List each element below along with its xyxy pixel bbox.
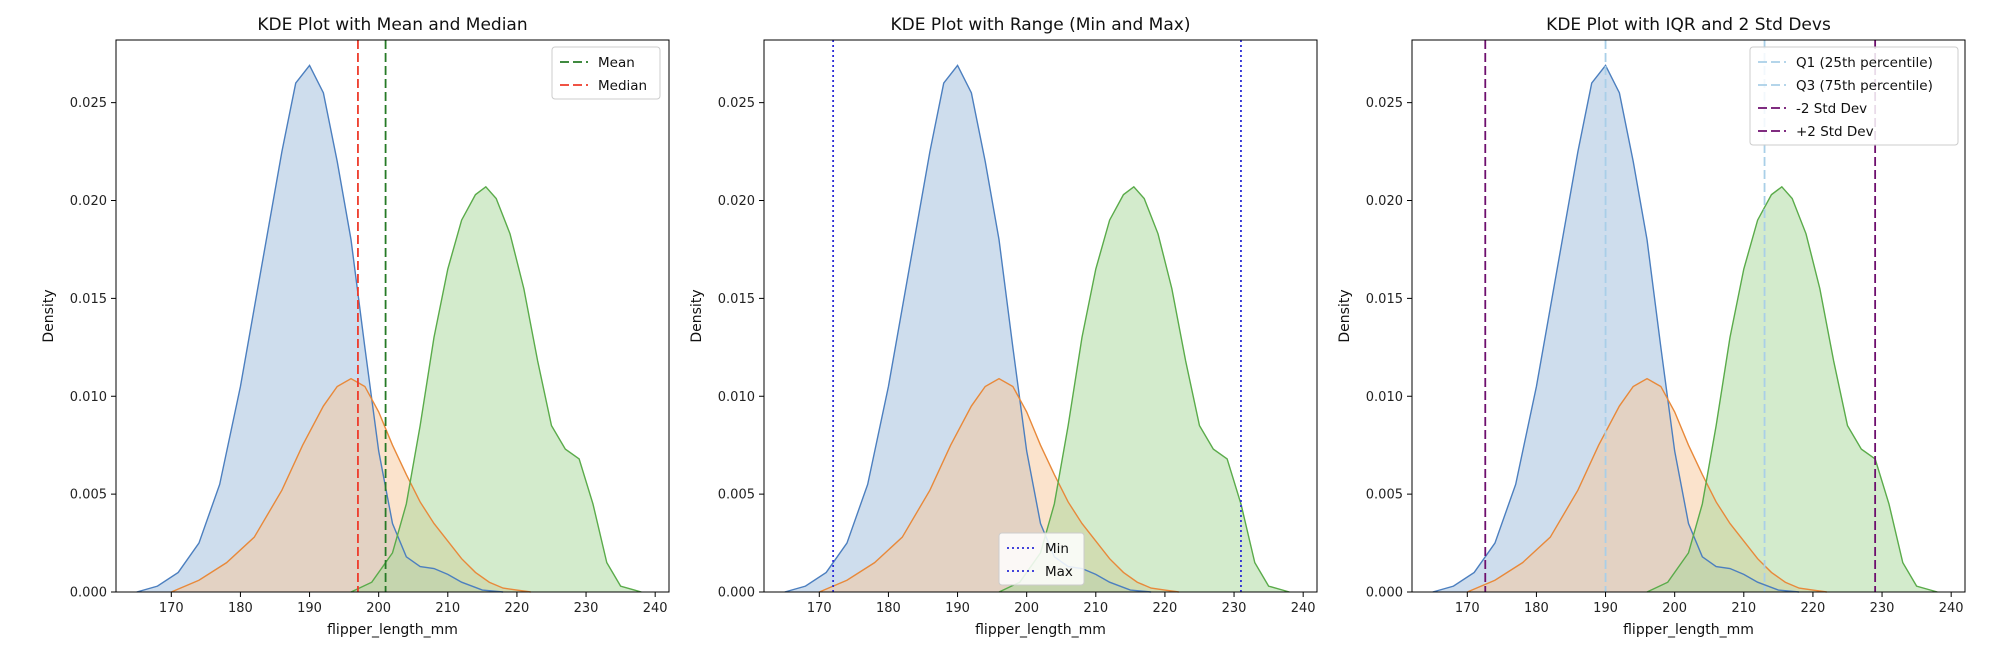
x-tick-label: 210 (1731, 601, 1756, 616)
kde-line-1 (784, 64, 1152, 593)
x-tick-label: 190 (1593, 601, 1618, 616)
y-axis-label: Density (1337, 289, 1353, 342)
x-tick-label: 180 (1524, 601, 1549, 616)
kde-area-1 (136, 65, 504, 592)
kde-area-1 (784, 65, 1152, 592)
x-tick-label: 220 (505, 601, 530, 616)
y-tick-label: 0.020 (70, 194, 107, 209)
x-tick-label: 240 (1291, 601, 1316, 616)
legend-box (551, 46, 661, 100)
y-tick-label: 0.015 (1366, 292, 1403, 307)
x-tick-label: 220 (1153, 601, 1178, 616)
y-axis-label: Density (41, 289, 57, 342)
x-tick-label: 170 (159, 601, 184, 616)
y-tick-label: 0.020 (1366, 194, 1403, 209)
x-tick-label: 190 (945, 601, 970, 616)
x-tick-label: 210 (435, 601, 460, 616)
legend-label: Median (598, 78, 647, 94)
kde-line-2 (1467, 377, 1827, 593)
legend-label: +2 Std Dev (1796, 124, 1874, 140)
y-tick-label: 0.005 (70, 488, 107, 503)
x-tick-label: 170 (807, 601, 832, 616)
y-tick-label: 0.015 (70, 292, 107, 307)
kde-line-1 (1432, 64, 1800, 593)
y-tick-label: 0.025 (1366, 96, 1403, 111)
chart-title: KDE Plot with Mean and Median (257, 15, 527, 35)
x-tick-label: 230 (1222, 601, 1247, 616)
x-tick-label: 200 (1014, 601, 1039, 616)
legend-label: Q3 (75th percentile) (1796, 78, 1933, 94)
y-tick-label: 0.000 (718, 586, 755, 601)
axes-frame (1411, 39, 1966, 593)
legend-label: Q1 (25th percentile) (1796, 55, 1933, 71)
axes-frame (763, 39, 1318, 593)
kde-line-2 (171, 377, 531, 593)
kde-line-3 (350, 185, 642, 593)
kde-area-3 (999, 186, 1290, 592)
y-tick-label: 0.005 (1366, 488, 1403, 503)
x-tick-label: 240 (1939, 601, 1964, 616)
x-axis-label: flipper_length_mm (327, 622, 458, 638)
y-tick-label: 0.000 (1366, 586, 1403, 601)
y-tick-label: 0.025 (70, 96, 107, 111)
x-tick-label: 200 (366, 601, 391, 616)
x-tick-label: 230 (574, 601, 599, 616)
chart-title: KDE Plot with IQR and 2 Std Devs (1546, 15, 1831, 35)
legend-label: -2 Std Dev (1796, 101, 1867, 117)
y-tick-label: 0.010 (70, 390, 107, 405)
y-tick-label: 0.010 (1366, 390, 1403, 405)
x-tick-label: 240 (643, 601, 668, 616)
legend-label: Max (1045, 564, 1073, 580)
legend-box (1749, 46, 1959, 146)
legend-label: Min (1045, 541, 1069, 557)
y-tick-label: 0.010 (718, 390, 755, 405)
y-axis-label: Density (689, 289, 705, 342)
kde-line-3 (998, 185, 1290, 593)
legend-box (998, 532, 1085, 586)
kde-area-1 (1432, 65, 1800, 592)
kde-line-1 (136, 64, 504, 593)
y-tick-label: 0.005 (718, 488, 755, 503)
x-tick-label: 170 (1455, 601, 1480, 616)
x-tick-label: 180 (876, 601, 901, 616)
x-tick-label: 180 (228, 601, 253, 616)
kde-panel-3: 170 180 190 200 210 220 230 240 0.000 0.005 0.010 0… (1337, 15, 1966, 638)
kde-area-3 (351, 186, 642, 592)
kde-area-3 (1647, 186, 1938, 592)
y-tick-label: 0.015 (718, 292, 755, 307)
kde-line-3 (1646, 185, 1938, 593)
axes-frame (115, 39, 670, 593)
x-axis-label: flipper_length_mm (975, 622, 1106, 638)
y-tick-label: 0.000 (70, 586, 107, 601)
legend: Q1 (25th percentile) Q3 (75th percentile)… (1749, 46, 1959, 146)
legend-label: Mean (598, 55, 635, 71)
x-tick-label: 220 (1801, 601, 1826, 616)
x-tick-label: 200 (1662, 601, 1687, 616)
kde-panel-2: 170 180 190 200 210 220 230 240 0.000 0.005 0.010 0… (689, 15, 1318, 638)
legend: Mean Median (551, 46, 661, 100)
y-tick-label: 0.025 (718, 96, 755, 111)
kde-panel-1: 170 180 190 200 210 220 230 240 0.000 0.005 0.010 0… (41, 15, 670, 638)
chart-title: KDE Plot with Range (Min and Max) (891, 15, 1191, 35)
x-axis-label: flipper_length_mm (1623, 622, 1754, 638)
y-tick-label: 0.020 (718, 194, 755, 209)
x-tick-label: 230 (1870, 601, 1895, 616)
legend: Min Max (998, 532, 1085, 586)
x-tick-label: 190 (297, 601, 322, 616)
x-tick-label: 210 (1083, 601, 1108, 616)
kde-line-2 (819, 377, 1179, 593)
